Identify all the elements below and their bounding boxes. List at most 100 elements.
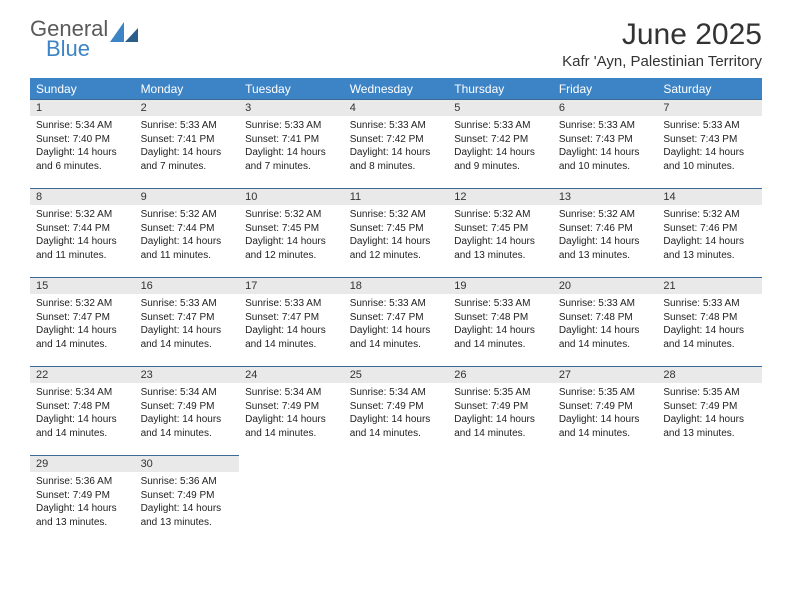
calendar-cell: 11Sunrise: 5:32 AMSunset: 7:45 PMDayligh… bbox=[344, 189, 449, 278]
sunrise-text: Sunrise: 5:34 AM bbox=[36, 386, 129, 400]
day-number: 14 bbox=[657, 189, 762, 205]
day-header-row: Sunday Monday Tuesday Wednesday Thursday… bbox=[30, 79, 762, 100]
calendar-cell: 9Sunrise: 5:32 AMSunset: 7:44 PMDaylight… bbox=[135, 189, 240, 278]
day-content: Sunrise: 5:32 AMSunset: 7:47 PMDaylight:… bbox=[30, 294, 135, 357]
calendar-cell: 28Sunrise: 5:35 AMSunset: 7:49 PMDayligh… bbox=[657, 367, 762, 456]
header: General Blue June 2025 Kafr 'Ayn, Palest… bbox=[30, 18, 762, 70]
calendar-cell: 8Sunrise: 5:32 AMSunset: 7:44 PMDaylight… bbox=[30, 189, 135, 278]
daylight-text: Daylight: 14 hours and 14 minutes. bbox=[350, 324, 443, 351]
calendar-row: 15Sunrise: 5:32 AMSunset: 7:47 PMDayligh… bbox=[30, 278, 762, 367]
day-content: Sunrise: 5:33 AMSunset: 7:47 PMDaylight:… bbox=[344, 294, 449, 357]
calendar-cell: 7Sunrise: 5:33 AMSunset: 7:43 PMDaylight… bbox=[657, 100, 762, 189]
calendar-cell: 18Sunrise: 5:33 AMSunset: 7:47 PMDayligh… bbox=[344, 278, 449, 367]
day-number: 11 bbox=[344, 189, 449, 205]
sunset-text: Sunset: 7:49 PM bbox=[141, 400, 234, 414]
sunrise-text: Sunrise: 5:33 AM bbox=[663, 297, 756, 311]
day-number: 5 bbox=[448, 100, 553, 116]
sunrise-text: Sunrise: 5:34 AM bbox=[245, 386, 338, 400]
sunrise-text: Sunrise: 5:32 AM bbox=[245, 208, 338, 222]
day-content: Sunrise: 5:33 AMSunset: 7:48 PMDaylight:… bbox=[553, 294, 658, 357]
day-number: 23 bbox=[135, 367, 240, 383]
day-number: 19 bbox=[448, 278, 553, 294]
daylight-text: Daylight: 14 hours and 14 minutes. bbox=[559, 324, 652, 351]
sunset-text: Sunset: 7:49 PM bbox=[559, 400, 652, 414]
day-content: Sunrise: 5:34 AMSunset: 7:49 PMDaylight:… bbox=[135, 383, 240, 446]
day-content: Sunrise: 5:33 AMSunset: 7:48 PMDaylight:… bbox=[657, 294, 762, 357]
logo-sail-icon bbox=[110, 22, 138, 46]
day-content: Sunrise: 5:33 AMSunset: 7:42 PMDaylight:… bbox=[448, 116, 553, 179]
calendar-cell: 20Sunrise: 5:33 AMSunset: 7:48 PMDayligh… bbox=[553, 278, 658, 367]
day-content: Sunrise: 5:34 AMSunset: 7:49 PMDaylight:… bbox=[344, 383, 449, 446]
day-content: Sunrise: 5:32 AMSunset: 7:44 PMDaylight:… bbox=[30, 205, 135, 268]
sunrise-text: Sunrise: 5:35 AM bbox=[559, 386, 652, 400]
sunrise-text: Sunrise: 5:33 AM bbox=[454, 119, 547, 133]
daylight-text: Daylight: 14 hours and 13 minutes. bbox=[454, 235, 547, 262]
calendar-cell: 26Sunrise: 5:35 AMSunset: 7:49 PMDayligh… bbox=[448, 367, 553, 456]
day-content: Sunrise: 5:32 AMSunset: 7:46 PMDaylight:… bbox=[553, 205, 658, 268]
sunrise-text: Sunrise: 5:33 AM bbox=[245, 119, 338, 133]
day-number: 1 bbox=[30, 100, 135, 116]
sunrise-text: Sunrise: 5:35 AM bbox=[663, 386, 756, 400]
sunset-text: Sunset: 7:46 PM bbox=[559, 222, 652, 236]
sunrise-text: Sunrise: 5:36 AM bbox=[141, 475, 234, 489]
daylight-text: Daylight: 14 hours and 14 minutes. bbox=[454, 324, 547, 351]
calendar-cell: 1Sunrise: 5:34 AMSunset: 7:40 PMDaylight… bbox=[30, 100, 135, 189]
day-header: Friday bbox=[553, 79, 658, 100]
location-label: Kafr 'Ayn, Palestinian Territory bbox=[562, 53, 762, 70]
calendar-cell: 16Sunrise: 5:33 AMSunset: 7:47 PMDayligh… bbox=[135, 278, 240, 367]
calendar-cell: 29Sunrise: 5:36 AMSunset: 7:49 PMDayligh… bbox=[30, 456, 135, 545]
day-content: Sunrise: 5:34 AMSunset: 7:48 PMDaylight:… bbox=[30, 383, 135, 446]
sunset-text: Sunset: 7:45 PM bbox=[245, 222, 338, 236]
day-content: Sunrise: 5:32 AMSunset: 7:45 PMDaylight:… bbox=[448, 205, 553, 268]
calendar-cell: 27Sunrise: 5:35 AMSunset: 7:49 PMDayligh… bbox=[553, 367, 658, 456]
sunset-text: Sunset: 7:48 PM bbox=[663, 311, 756, 325]
sunset-text: Sunset: 7:46 PM bbox=[663, 222, 756, 236]
daylight-text: Daylight: 14 hours and 13 minutes. bbox=[559, 235, 652, 262]
day-header: Sunday bbox=[30, 79, 135, 100]
sunset-text: Sunset: 7:49 PM bbox=[36, 489, 129, 503]
day-number: 7 bbox=[657, 100, 762, 116]
day-number: 9 bbox=[135, 189, 240, 205]
day-header: Monday bbox=[135, 79, 240, 100]
calendar-cell: 4Sunrise: 5:33 AMSunset: 7:42 PMDaylight… bbox=[344, 100, 449, 189]
daylight-text: Daylight: 14 hours and 7 minutes. bbox=[141, 146, 234, 173]
day-number: 29 bbox=[30, 456, 135, 472]
day-number: 27 bbox=[553, 367, 658, 383]
sunset-text: Sunset: 7:47 PM bbox=[36, 311, 129, 325]
sunrise-text: Sunrise: 5:33 AM bbox=[141, 297, 234, 311]
sunset-text: Sunset: 7:49 PM bbox=[663, 400, 756, 414]
day-content: Sunrise: 5:32 AMSunset: 7:44 PMDaylight:… bbox=[135, 205, 240, 268]
daylight-text: Daylight: 14 hours and 14 minutes. bbox=[245, 413, 338, 440]
daylight-text: Daylight: 14 hours and 10 minutes. bbox=[559, 146, 652, 173]
sunset-text: Sunset: 7:43 PM bbox=[559, 133, 652, 147]
daylight-text: Daylight: 14 hours and 14 minutes. bbox=[350, 413, 443, 440]
sunrise-text: Sunrise: 5:32 AM bbox=[36, 297, 129, 311]
sunset-text: Sunset: 7:42 PM bbox=[350, 133, 443, 147]
sunrise-text: Sunrise: 5:33 AM bbox=[245, 297, 338, 311]
calendar-cell: 12Sunrise: 5:32 AMSunset: 7:45 PMDayligh… bbox=[448, 189, 553, 278]
day-number: 28 bbox=[657, 367, 762, 383]
sunrise-text: Sunrise: 5:32 AM bbox=[141, 208, 234, 222]
daylight-text: Daylight: 14 hours and 14 minutes. bbox=[245, 324, 338, 351]
daylight-text: Daylight: 14 hours and 11 minutes. bbox=[141, 235, 234, 262]
day-content: Sunrise: 5:35 AMSunset: 7:49 PMDaylight:… bbox=[553, 383, 658, 446]
daylight-text: Daylight: 14 hours and 13 minutes. bbox=[663, 235, 756, 262]
calendar-cell: 21Sunrise: 5:33 AMSunset: 7:48 PMDayligh… bbox=[657, 278, 762, 367]
sunrise-text: Sunrise: 5:34 AM bbox=[350, 386, 443, 400]
month-title: June 2025 bbox=[562, 18, 762, 51]
day-content: Sunrise: 5:34 AMSunset: 7:49 PMDaylight:… bbox=[239, 383, 344, 446]
daylight-text: Daylight: 14 hours and 8 minutes. bbox=[350, 146, 443, 173]
calendar-cell: 19Sunrise: 5:33 AMSunset: 7:48 PMDayligh… bbox=[448, 278, 553, 367]
daylight-text: Daylight: 14 hours and 12 minutes. bbox=[245, 235, 338, 262]
daylight-text: Daylight: 14 hours and 9 minutes. bbox=[454, 146, 547, 173]
calendar-cell: 10Sunrise: 5:32 AMSunset: 7:45 PMDayligh… bbox=[239, 189, 344, 278]
day-number: 12 bbox=[448, 189, 553, 205]
day-number: 18 bbox=[344, 278, 449, 294]
daylight-text: Daylight: 14 hours and 11 minutes. bbox=[36, 235, 129, 262]
sunset-text: Sunset: 7:49 PM bbox=[245, 400, 338, 414]
day-number: 2 bbox=[135, 100, 240, 116]
sunset-text: Sunset: 7:44 PM bbox=[141, 222, 234, 236]
sunset-text: Sunset: 7:48 PM bbox=[559, 311, 652, 325]
day-content: Sunrise: 5:33 AMSunset: 7:41 PMDaylight:… bbox=[135, 116, 240, 179]
daylight-text: Daylight: 14 hours and 13 minutes. bbox=[36, 502, 129, 529]
